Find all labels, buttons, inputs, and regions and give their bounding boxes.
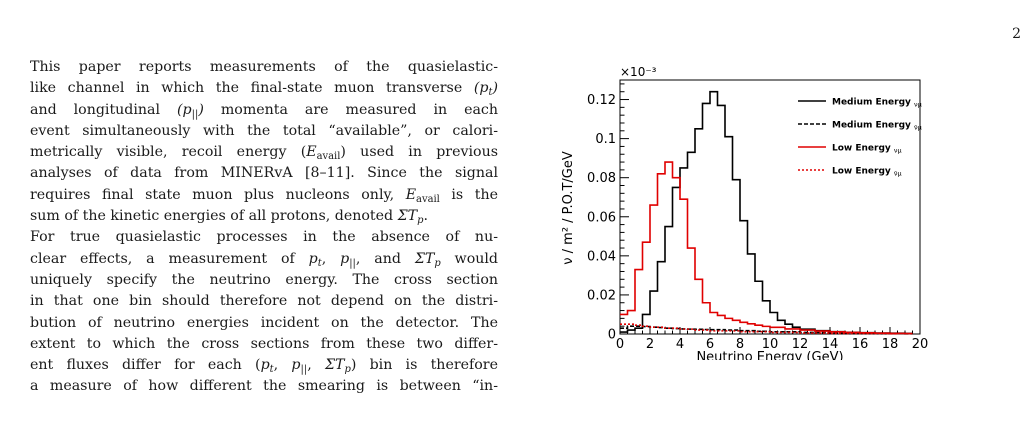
text-line: For true quasielastic processes in the a…: [30, 229, 498, 246]
flux-series-3: [620, 323, 898, 335]
x-tick-label: 4: [676, 337, 684, 352]
y-tick-label: 0.02: [587, 288, 616, 303]
text-line: in that one bin should therefore not dep…: [30, 293, 498, 310]
y-tick-label: 0.12: [587, 93, 616, 108]
text-line: clear effects, a measurement of pt, p||,…: [30, 250, 498, 269]
x-tick-label: 12: [792, 337, 809, 352]
exponent-label: ×10⁻³: [620, 65, 657, 79]
x-tick-label: 14: [822, 337, 839, 352]
legend-entry: Medium Energy ν̄μ: [832, 121, 922, 132]
x-tick-label: 2: [646, 337, 654, 352]
y-axis-label: ν / m² / P.O.T/GeV: [561, 151, 576, 265]
paragraph-2: For true quasielastic processes in the a…: [0, 227, 498, 397]
page-number: 2: [1012, 26, 1021, 42]
y-tick-label: 0.08: [587, 171, 616, 186]
x-tick-label: 18: [882, 337, 899, 352]
y-tick-label: 0.06: [587, 210, 616, 225]
legend: Medium Energy νμ Medium Energy ν̄μ Low Ene…: [798, 98, 922, 178]
paragraph-1: This paper reports measurements of the q…: [0, 57, 498, 227]
text-line: This paper reports measurements of the q…: [30, 59, 498, 75]
x-tick-label: 8: [736, 337, 744, 352]
text-line: extent to which the cross sections from …: [30, 335, 498, 352]
text-line: sum of the kinetic energies of all proto…: [30, 208, 428, 227]
x-tick-label: 20: [912, 337, 929, 352]
flux-figure: 0 2 4 6 8 10 12 14 16 18 20 0 0.02 0.04 0.06 0.08 0.1 0.…: [544, 60, 964, 365]
body-text-column: This paper reports measurements of the q…: [0, 57, 498, 398]
flux-chart: 0 2 4 6 8 10 12 14 16 18 20 0 0.02 0.04 0.06 0.08 0.1 0.…: [561, 65, 928, 365]
text-line: and longitudinal (p||) momenta are measu…: [30, 101, 499, 120]
legend-entry: Medium Energy νμ: [832, 98, 922, 109]
y-tick-label: 0.04: [587, 249, 616, 264]
text-line: metrically visible, recoil energy (Eavai…: [30, 144, 498, 163]
x-axis: 0 2 4 6 8 10 12 14 16 18 20: [616, 327, 928, 352]
text-line: like channel in which the final-state mu…: [30, 80, 498, 99]
legend-entry: Low Energy ν̄μ: [832, 167, 902, 178]
text-line: requires final state muon plus nucleons …: [30, 186, 499, 205]
text-line: event simultaneously with the total “ava…: [30, 122, 498, 139]
x-tick-label: 0: [616, 337, 624, 352]
x-axis-label: Neutrino Energy (GeV): [696, 350, 843, 360]
y-axis: 0 0.02 0.04 0.06 0.08 0.1 0.12: [587, 83, 629, 343]
text-line: ent fluxes differ for each (pt, p||, ΣTp…: [30, 357, 498, 376]
text-line: a measure of how different the smearing …: [30, 378, 498, 395]
text-line: bution of neutrino energies incident on …: [30, 314, 498, 331]
flux-curves: [620, 90, 913, 335]
y-tick-label: 0.1: [595, 132, 616, 147]
flux-series-2: [620, 161, 913, 335]
x-tick-label: 6: [706, 337, 714, 352]
text-line: uniquely specify the neutrino energy. Th…: [30, 271, 498, 288]
x-tick-label: 16: [852, 337, 869, 352]
text-line: analyses of data from MINERvA [8–11]. Si…: [30, 165, 498, 182]
y-tick-label: 0: [608, 328, 616, 343]
x-tick-label: 10: [762, 337, 779, 352]
legend-entry: Low Energy νμ: [832, 144, 902, 155]
plot-frame: [619, 79, 921, 335]
